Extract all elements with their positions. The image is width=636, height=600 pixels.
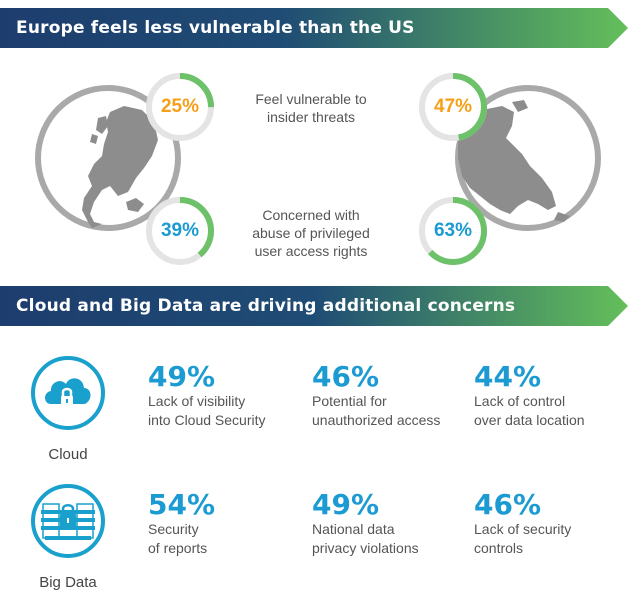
north-america-map-icon [458, 100, 570, 222]
section-title: Cloud and Big Data are driving additiona… [16, 296, 516, 316]
stat-line: Lack of control [474, 393, 566, 409]
europe-privileged-access-percent: 39% [160, 220, 200, 241]
stat-line: Lack of security [474, 521, 572, 537]
stat-line: over data location [474, 412, 585, 428]
big-data-stat-2-percent: 49% [312, 488, 380, 521]
data-center-lock-icon [31, 484, 105, 558]
big-data-stat-3-percent: 46% [474, 488, 542, 521]
us-privileged-access-percent: 63% [433, 220, 473, 241]
europe-map-icon [82, 106, 158, 228]
big-data-stat-1-text: Security of reports [148, 520, 308, 558]
section-banner-europe-us: Europe feels less vulnerable than the US [0, 8, 636, 48]
label-line: user access rights [254, 243, 368, 259]
cloud-stat-3-text: Lack of control over data location [474, 392, 634, 430]
big-data-stat-3-text: Lack of security controls [474, 520, 634, 558]
big-data-stat-1-percent: 54% [148, 488, 216, 521]
stat-line: into Cloud Security [148, 412, 266, 428]
europe-insider-threats-ring: 25% [145, 72, 215, 142]
stat-line: Security [148, 521, 199, 537]
us-globe [455, 85, 601, 231]
stat-line: Potential for [312, 393, 387, 409]
cloud-stat-1-text: Lack of visibility into Cloud Security [148, 392, 308, 430]
us-insider-threats-percent: 47% [433, 96, 473, 117]
insider-threats-label: Feel vulnerable to insider threats [236, 90, 386, 126]
cloud-stat-3-percent: 44% [474, 360, 542, 393]
us-insider-threats-ring: 47% [418, 72, 488, 142]
cloud-label: Cloud [48, 446, 88, 463]
us-privileged-access-ring: 63% [418, 196, 488, 266]
label-line: insider threats [267, 109, 355, 125]
cloud-lock-icon [31, 356, 105, 430]
stat-line: privacy violations [312, 540, 419, 556]
section-title: Europe feels less vulnerable than the US [16, 18, 415, 38]
europe-insider-threats-percent: 25% [160, 96, 200, 117]
europe-privileged-access-ring: 39% [145, 196, 215, 266]
banner-background [0, 286, 628, 326]
stat-line: National data [312, 521, 395, 537]
big-data-label: Big Data [39, 574, 97, 591]
europe-globe [35, 85, 181, 231]
label-line: abuse of privileged [252, 225, 370, 241]
stat-line: of reports [148, 540, 208, 556]
cloud-stat-2-text: Potential for unauthorized access [312, 392, 472, 430]
stat-line: controls [474, 540, 524, 556]
label-line: Concerned with [262, 207, 360, 223]
big-data-stat-2-text: National data privacy violations [312, 520, 472, 558]
cloud-stat-1-percent: 49% [148, 360, 216, 393]
cloud-stat-2-percent: 46% [312, 360, 380, 393]
section-banner-cloud-big-data: Cloud and Big Data are driving additiona… [0, 286, 636, 326]
stat-line: Lack of visibility [148, 393, 246, 409]
stat-line: unauthorized access [312, 412, 441, 428]
label-line: Feel vulnerable to [255, 91, 367, 107]
privileged-access-label: Concerned with abuse of privileged user … [236, 206, 386, 260]
banner-background [0, 8, 628, 48]
